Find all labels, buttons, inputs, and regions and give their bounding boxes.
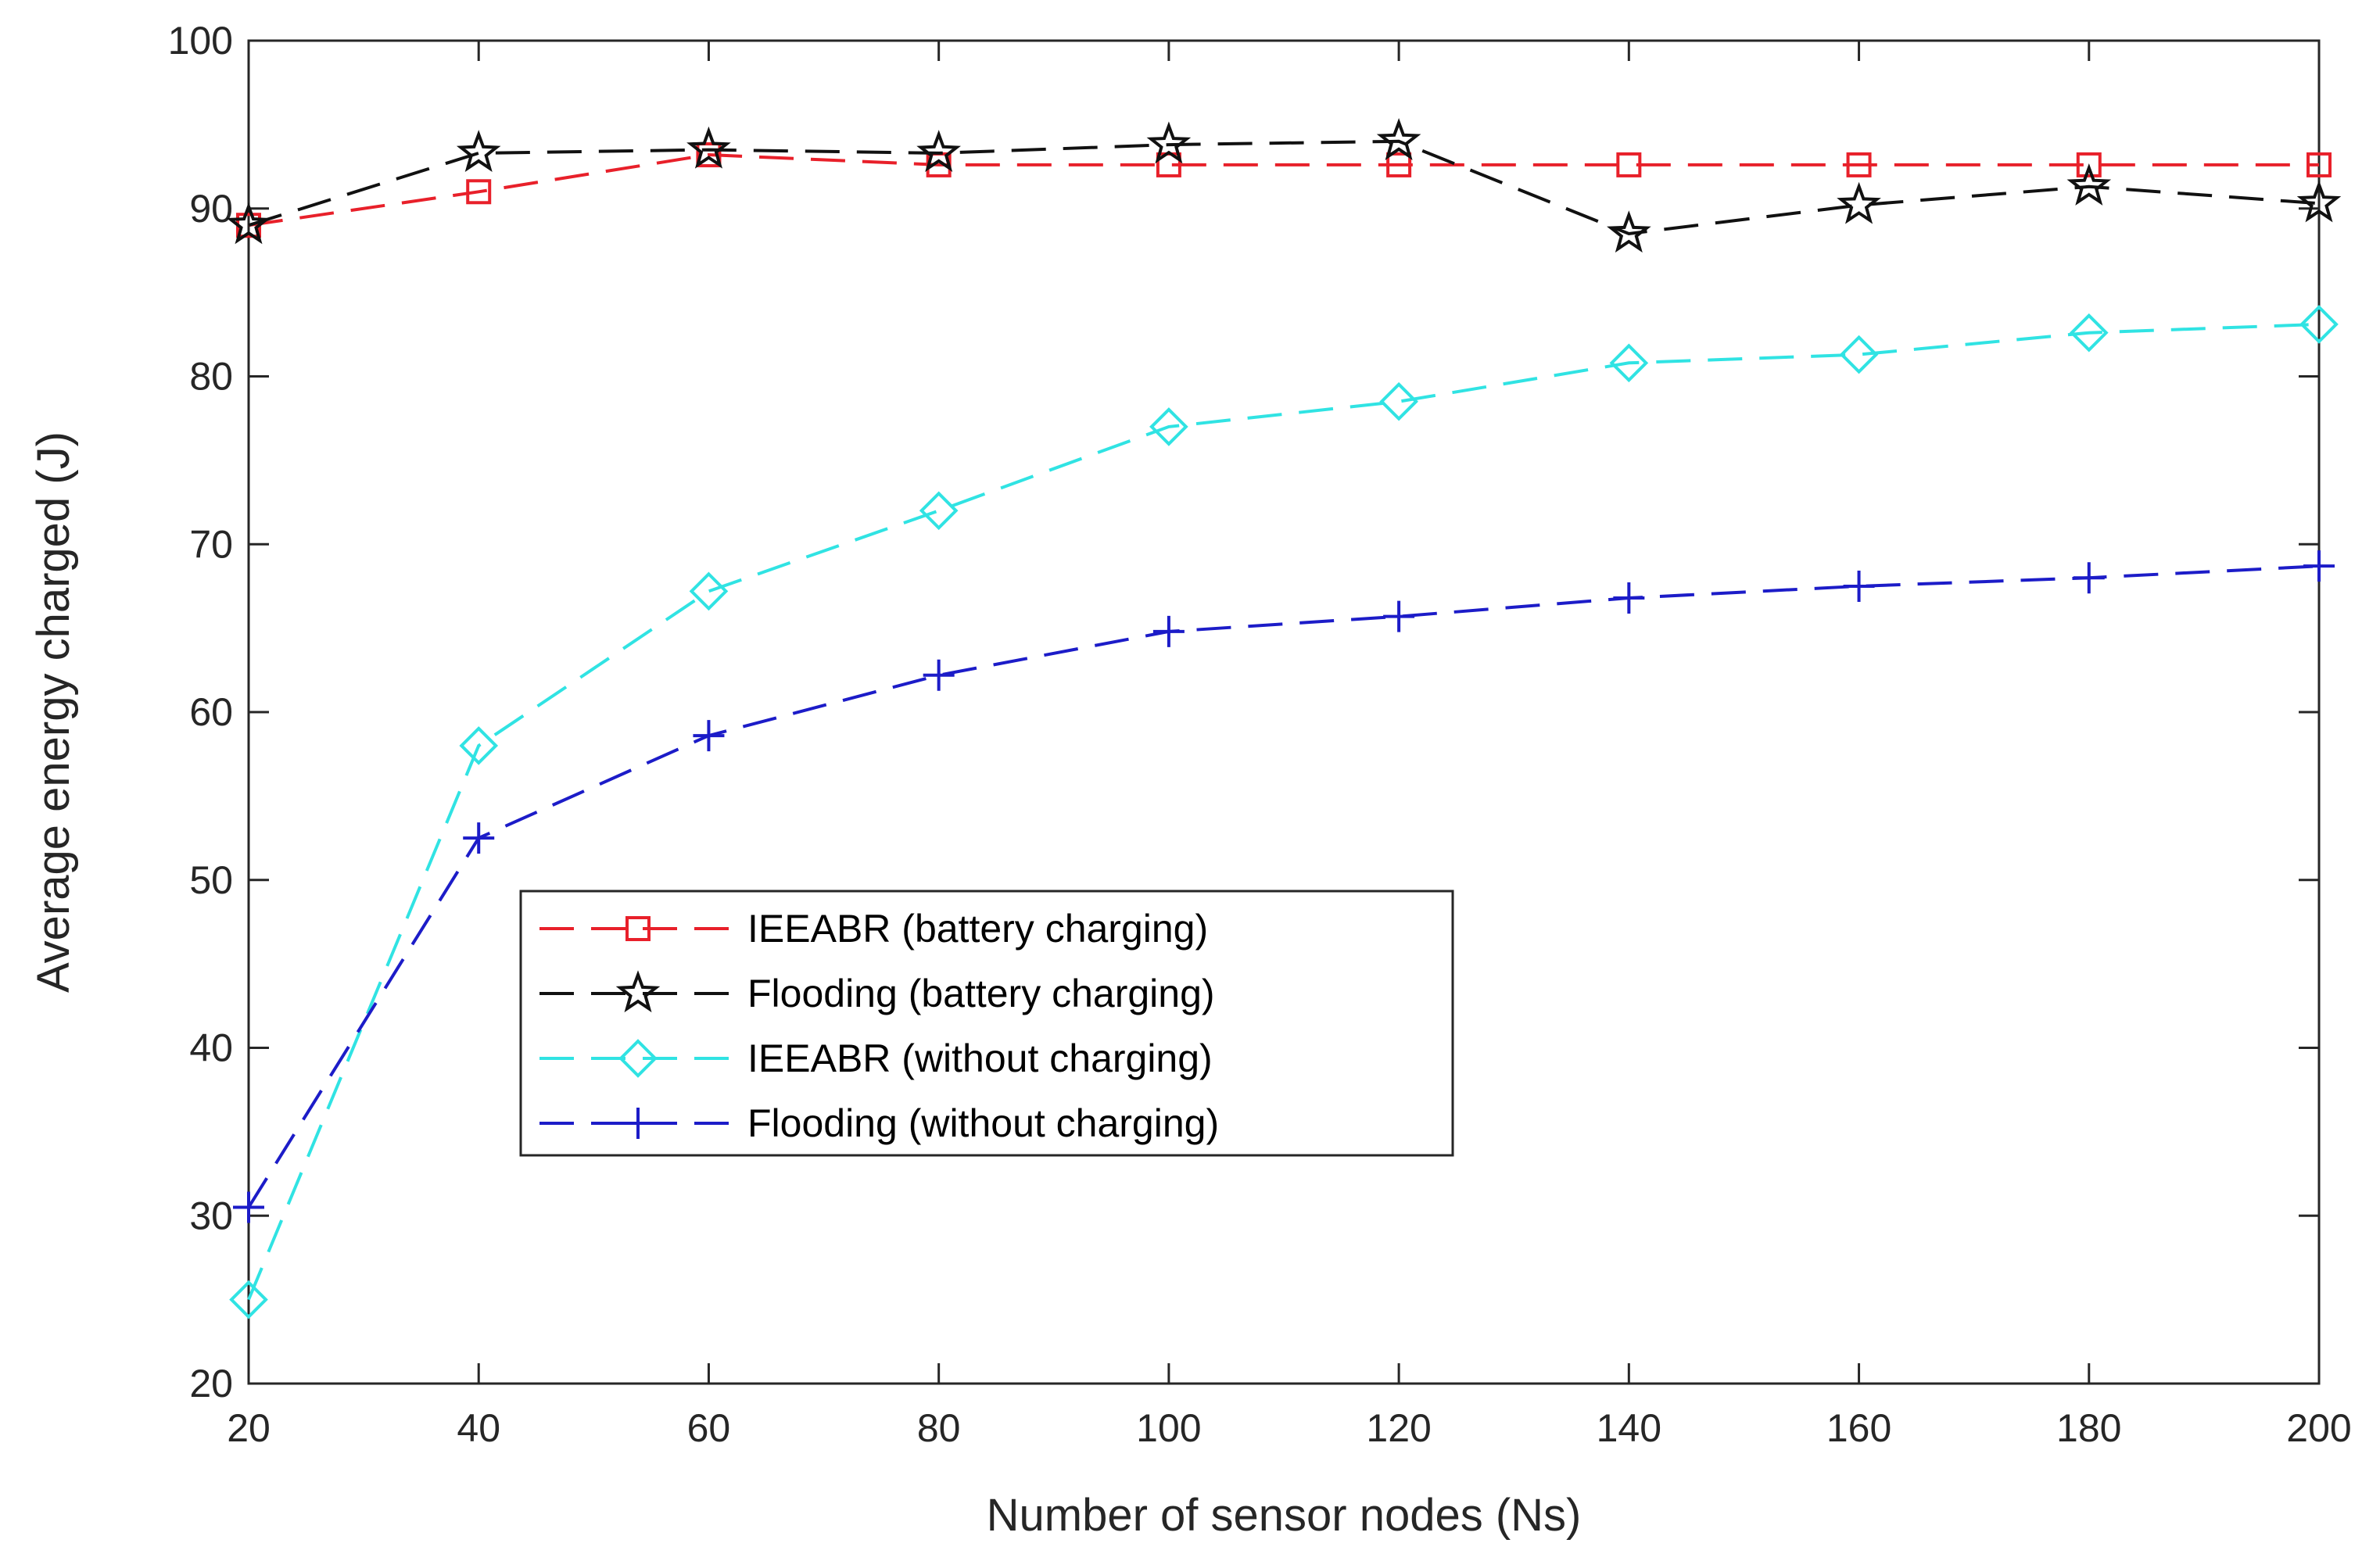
x-tick-label: 160 — [1826, 1406, 1891, 1450]
data-point — [916, 130, 961, 172]
data-point — [1149, 407, 1188, 446]
legend-item-1: IEEABR (battery charging) — [539, 907, 1208, 951]
data-point — [1846, 152, 1872, 177]
x-tick-label: 140 — [1597, 1406, 1661, 1450]
y-tick-label: 80 — [189, 355, 233, 399]
data-point — [233, 1191, 264, 1223]
data-point — [1383, 600, 1415, 632]
data-point — [1839, 335, 1879, 374]
series-2 — [226, 118, 2342, 253]
data-point — [1607, 210, 1651, 253]
x-tick-labels: 20 40 60 80 100 120 140 160 180 200 — [227, 1406, 2352, 1450]
data-point — [466, 179, 492, 205]
series-4 — [233, 550, 2335, 1223]
data-point — [1837, 181, 1881, 224]
series-line — [247, 322, 2320, 1301]
data-point — [2066, 163, 2112, 206]
data-point — [1379, 381, 1418, 421]
data-point — [693, 720, 725, 752]
series-line — [247, 564, 2320, 1208]
legend-box — [519, 890, 1454, 1157]
series-3 — [229, 305, 2339, 1319]
x-tick-label: 40 — [457, 1406, 500, 1450]
legend-marker — [618, 1039, 658, 1078]
series-line — [248, 139, 2320, 236]
x-tick-label: 60 — [687, 1406, 731, 1450]
y-tick-label: 30 — [189, 1194, 233, 1237]
legend-marker — [615, 970, 661, 1013]
y-tick-label: 100 — [168, 19, 233, 63]
data-point — [2303, 550, 2335, 582]
data-point — [2296, 180, 2342, 223]
series-line — [248, 152, 2319, 227]
data-point — [226, 202, 271, 245]
legend: IEEABR (battery charging) Flooding (batte… — [519, 890, 1454, 1157]
data-point — [1609, 343, 1649, 383]
data-point — [456, 130, 501, 172]
data-point — [2299, 305, 2339, 344]
y-tick-label: 90 — [189, 187, 233, 231]
y-axis-title: Average energy charged (J) — [28, 431, 79, 993]
y-tick-labels: 20 30 40 50 60 70 80 90 100 — [168, 19, 233, 1405]
data-point — [229, 1280, 268, 1319]
plot-area — [247, 39, 2321, 1385]
x-axis-title: Number of sensor nodes (Ns) — [987, 1490, 1582, 1541]
data-point — [919, 491, 959, 531]
x-tick-label: 20 — [227, 1406, 271, 1450]
data-point — [696, 142, 722, 168]
data-point — [2076, 152, 2102, 177]
y-tick-label: 40 — [189, 1026, 233, 1070]
y-tick-label: 20 — [189, 1362, 233, 1405]
x-tick-label: 100 — [1136, 1406, 1201, 1450]
legend-marker — [622, 1108, 654, 1139]
legend-label: Flooding (without charging) — [747, 1101, 1219, 1145]
data-point — [1146, 121, 1192, 164]
x-tick-label: 120 — [1366, 1406, 1431, 1450]
y-tick-label: 60 — [189, 690, 233, 734]
data-point — [923, 659, 955, 691]
x-tick-label: 200 — [2286, 1406, 2351, 1450]
series-layer — [226, 118, 2342, 1319]
data-point — [1616, 152, 1642, 177]
data-point — [1152, 615, 1185, 647]
data-point — [1376, 118, 1421, 160]
legend-item-2: Flooding (battery charging) — [539, 970, 1215, 1015]
data-point — [2073, 562, 2105, 594]
y-tick-label: 50 — [189, 858, 233, 902]
data-point — [1843, 570, 1875, 602]
legend-item-3: IEEABR (without charging) — [539, 1036, 1213, 1080]
legend-item-4: Flooding (without charging) — [539, 1101, 1219, 1145]
data-point — [2307, 152, 2332, 177]
x-tick-label: 180 — [2056, 1406, 2121, 1450]
data-point — [1386, 152, 1412, 177]
data-point — [1613, 582, 1645, 614]
legend-marker — [625, 916, 651, 941]
legend-label: IEEABR (battery charging) — [747, 907, 1208, 951]
axis-ticks — [247, 39, 2321, 1385]
legend-label: Flooding (battery charging) — [747, 972, 1215, 1015]
data-point — [459, 726, 499, 765]
legend-label: IEEABR (without charging) — [747, 1036, 1213, 1080]
x-tick-label: 80 — [917, 1406, 961, 1450]
data-point — [463, 822, 495, 854]
data-point — [689, 571, 729, 611]
y-tick-label: 70 — [189, 522, 233, 566]
data-point — [686, 126, 731, 169]
data-point — [2069, 313, 2109, 353]
